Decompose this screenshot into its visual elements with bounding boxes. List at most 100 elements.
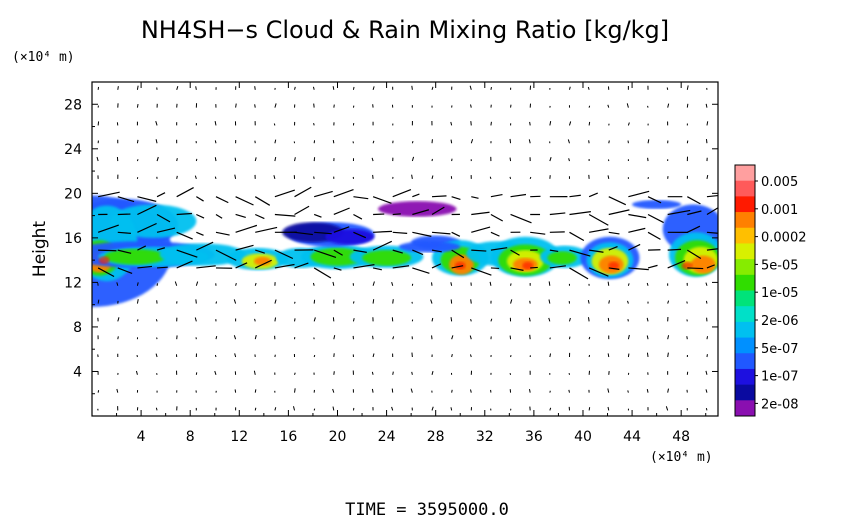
wind-vector [274,103,277,108]
wind-vector [509,157,512,162]
cloud-region [254,256,272,266]
wind-vector [314,190,333,198]
wind-vector [392,265,410,269]
wind-vector [450,139,453,144]
wind-vector [233,335,237,340]
wind-vector [254,86,256,90]
wind-vector [215,336,218,340]
wind-vector [137,265,153,269]
wind-vector [332,140,335,144]
wind-vector [627,300,629,304]
wind-vector [117,336,119,340]
wind-vector [647,139,650,144]
wind-vector [312,282,315,286]
wind-vector [627,122,630,126]
wind-vector [214,370,217,375]
wind-vector [628,243,641,251]
wind-vector [313,267,332,279]
wind-vector [706,121,709,126]
wind-vector [431,249,442,253]
wind-vector [450,121,453,126]
wind-vector [430,299,433,304]
wind-vector [686,249,702,259]
x-tick-label: 12 [230,429,248,445]
wind-vector [627,318,629,322]
wind-vector [156,213,171,223]
wind-vector [607,281,610,286]
wind-vector [372,240,393,251]
wind-vector [97,299,100,304]
colorbar-label: 0.001 [761,203,798,218]
colorbar-swatch [735,227,755,244]
wind-vector [353,264,375,269]
wind-vector [607,175,610,179]
wind-vector [294,388,296,393]
wind-vector [705,300,708,304]
wind-vector [548,281,551,286]
wind-vector [490,121,492,126]
wind-vector [568,389,570,393]
wind-vector [215,301,218,304]
wind-vector [568,336,571,340]
x-tick-label: 24 [378,429,396,445]
wind-vector [608,300,610,304]
wind-vector [411,174,413,179]
wind-vector [215,196,229,204]
wind-vector [687,196,701,205]
wind-vector [235,224,258,233]
wind-vector [156,192,166,198]
wind-vector [589,249,604,253]
wind-vector [196,196,204,202]
wind-vector [588,267,609,277]
wind-vector [608,196,627,206]
wind-vector [549,353,552,358]
wind-vector [451,354,453,358]
wind-vector [431,371,434,375]
wind-vector [569,121,572,126]
wind-vector [176,249,198,258]
wind-vector [667,300,670,304]
cloud-region [104,249,166,265]
wind-vector [490,247,508,251]
wind-vector [607,388,610,393]
wind-vector [667,352,669,358]
wind-vector [706,207,718,216]
wind-vector [214,157,217,162]
wind-vector [234,174,237,179]
wind-vector [628,213,647,219]
wind-vector [412,193,420,198]
wind-vector [391,281,394,286]
colorbar-swatch [735,290,755,307]
wind-vector [470,139,474,144]
wind-vector [333,189,354,198]
wind-vector [195,299,197,304]
wind-vector-field [96,85,718,411]
colorbar-label: 5e-07 [761,342,799,357]
colorbar-label: 1e-07 [761,370,799,385]
wind-vector [196,241,214,251]
wind-vector [549,337,551,340]
x-tick-label: 44 [623,429,641,445]
wind-vector [313,249,337,258]
wind-vector [567,139,570,144]
wind-vector [490,267,500,270]
wind-vector [627,390,629,393]
wind-vector [686,85,689,90]
wind-vector [352,301,355,304]
wind-vector [294,318,296,322]
x-axis-unit: (×10⁴ m) [650,450,713,465]
wind-vector [510,213,532,224]
time-label: TIME = 3595000.0 [345,500,509,519]
wind-vector [471,267,492,276]
cloud-region [632,200,682,209]
wind-vector [548,299,551,304]
wind-vector [608,209,630,216]
wind-vector [352,318,355,322]
wind-vector [332,406,335,411]
wind-vector [489,281,492,286]
y-tick-label: 12 [64,275,82,291]
wind-vector [254,282,257,286]
wind-vector [274,156,277,162]
colorbar-swatch [735,368,755,386]
wind-vector [607,104,610,108]
